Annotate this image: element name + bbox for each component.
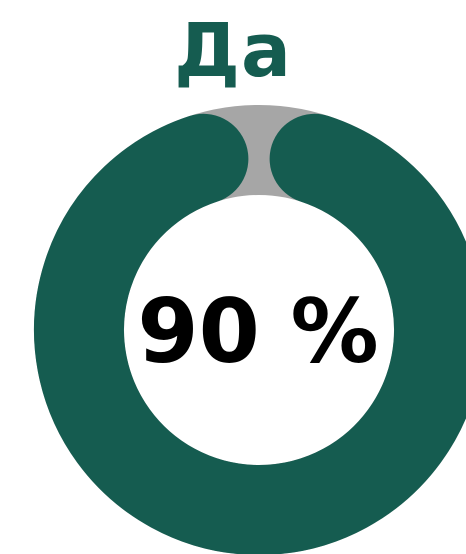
center-percentage-label: 90 % (137, 280, 379, 383)
donut-slices (34, 105, 466, 554)
chart-title: Да (174, 8, 292, 94)
slice-main (34, 113, 466, 554)
